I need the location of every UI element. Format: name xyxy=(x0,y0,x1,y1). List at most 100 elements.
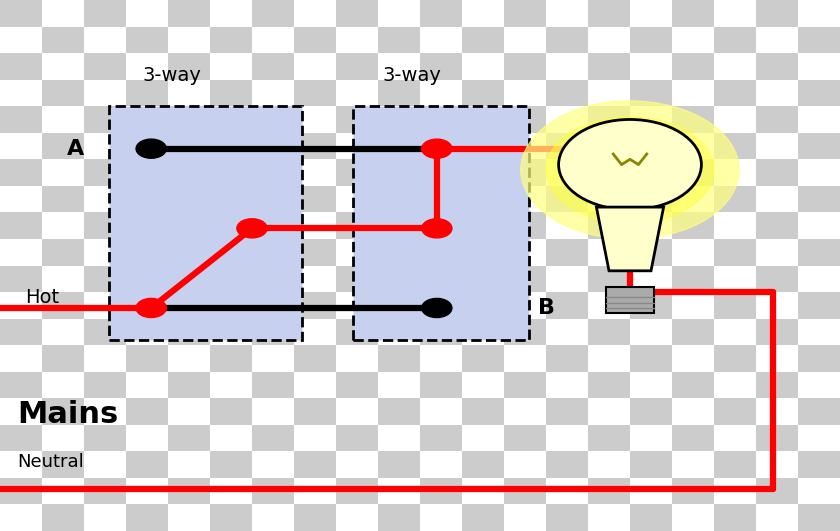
Bar xyxy=(462,53,504,80)
Bar xyxy=(378,80,420,106)
Bar xyxy=(588,27,630,53)
Bar xyxy=(168,266,210,292)
Bar xyxy=(588,292,630,319)
Bar xyxy=(294,451,336,478)
Bar xyxy=(462,186,504,212)
Bar xyxy=(420,80,462,106)
Bar xyxy=(0,319,42,345)
Bar xyxy=(210,345,252,372)
Bar xyxy=(126,398,168,425)
Bar xyxy=(798,398,840,425)
Bar xyxy=(672,451,714,478)
Bar xyxy=(84,133,126,159)
Bar xyxy=(588,80,630,106)
Bar xyxy=(42,106,84,133)
Bar xyxy=(546,0,588,27)
Bar xyxy=(798,80,840,106)
Bar xyxy=(168,504,210,531)
Bar xyxy=(546,425,588,451)
Bar xyxy=(84,292,126,319)
Bar xyxy=(294,292,336,319)
Bar xyxy=(630,27,672,53)
Bar xyxy=(504,239,546,266)
Bar xyxy=(84,27,126,53)
Bar xyxy=(672,398,714,425)
Bar xyxy=(168,0,210,27)
Bar xyxy=(294,345,336,372)
Bar xyxy=(168,372,210,398)
Bar xyxy=(630,0,672,27)
Bar xyxy=(504,0,546,27)
Bar xyxy=(0,345,42,372)
Bar xyxy=(462,451,504,478)
Bar xyxy=(210,451,252,478)
Bar xyxy=(336,106,378,133)
Bar xyxy=(756,425,798,451)
Bar xyxy=(210,478,252,504)
Bar xyxy=(84,212,126,239)
Bar xyxy=(714,345,756,372)
Bar xyxy=(756,398,798,425)
Bar xyxy=(378,478,420,504)
Bar xyxy=(210,239,252,266)
Bar xyxy=(756,133,798,159)
Bar xyxy=(420,398,462,425)
Bar xyxy=(756,212,798,239)
Bar xyxy=(0,266,42,292)
Bar xyxy=(378,159,420,186)
Bar xyxy=(84,319,126,345)
Bar xyxy=(336,504,378,531)
Bar xyxy=(588,266,630,292)
Bar xyxy=(546,239,588,266)
Bar xyxy=(0,451,42,478)
Bar xyxy=(126,159,168,186)
Bar xyxy=(126,345,168,372)
Bar xyxy=(252,345,294,372)
Bar xyxy=(168,292,210,319)
Bar xyxy=(126,425,168,451)
Bar xyxy=(252,266,294,292)
Bar xyxy=(0,159,42,186)
Bar xyxy=(546,106,588,133)
Bar xyxy=(0,478,42,504)
Bar xyxy=(672,292,714,319)
Bar xyxy=(84,186,126,212)
Bar xyxy=(504,159,546,186)
Bar xyxy=(504,266,546,292)
Bar xyxy=(378,504,420,531)
Bar xyxy=(84,398,126,425)
Bar xyxy=(0,53,42,80)
Bar xyxy=(630,106,672,133)
Text: Neutral: Neutral xyxy=(17,453,83,471)
Bar xyxy=(630,53,672,80)
Bar xyxy=(462,319,504,345)
Bar xyxy=(210,106,252,133)
Bar xyxy=(672,53,714,80)
Bar xyxy=(336,345,378,372)
Bar xyxy=(420,425,462,451)
Bar xyxy=(336,186,378,212)
Bar xyxy=(672,106,714,133)
Bar xyxy=(252,319,294,345)
Bar xyxy=(336,239,378,266)
Bar xyxy=(420,372,462,398)
Bar xyxy=(504,27,546,53)
Bar xyxy=(294,159,336,186)
Bar xyxy=(546,133,588,159)
Bar xyxy=(462,345,504,372)
Bar xyxy=(714,80,756,106)
Bar xyxy=(42,372,84,398)
Bar xyxy=(420,451,462,478)
Bar xyxy=(168,186,210,212)
Bar xyxy=(798,504,840,531)
Bar xyxy=(546,159,588,186)
Bar xyxy=(252,106,294,133)
Bar xyxy=(588,372,630,398)
Bar xyxy=(588,425,630,451)
Bar xyxy=(546,292,588,319)
Bar xyxy=(420,0,462,27)
Bar xyxy=(126,292,168,319)
Bar xyxy=(294,53,336,80)
Bar xyxy=(630,159,672,186)
Bar xyxy=(42,159,84,186)
